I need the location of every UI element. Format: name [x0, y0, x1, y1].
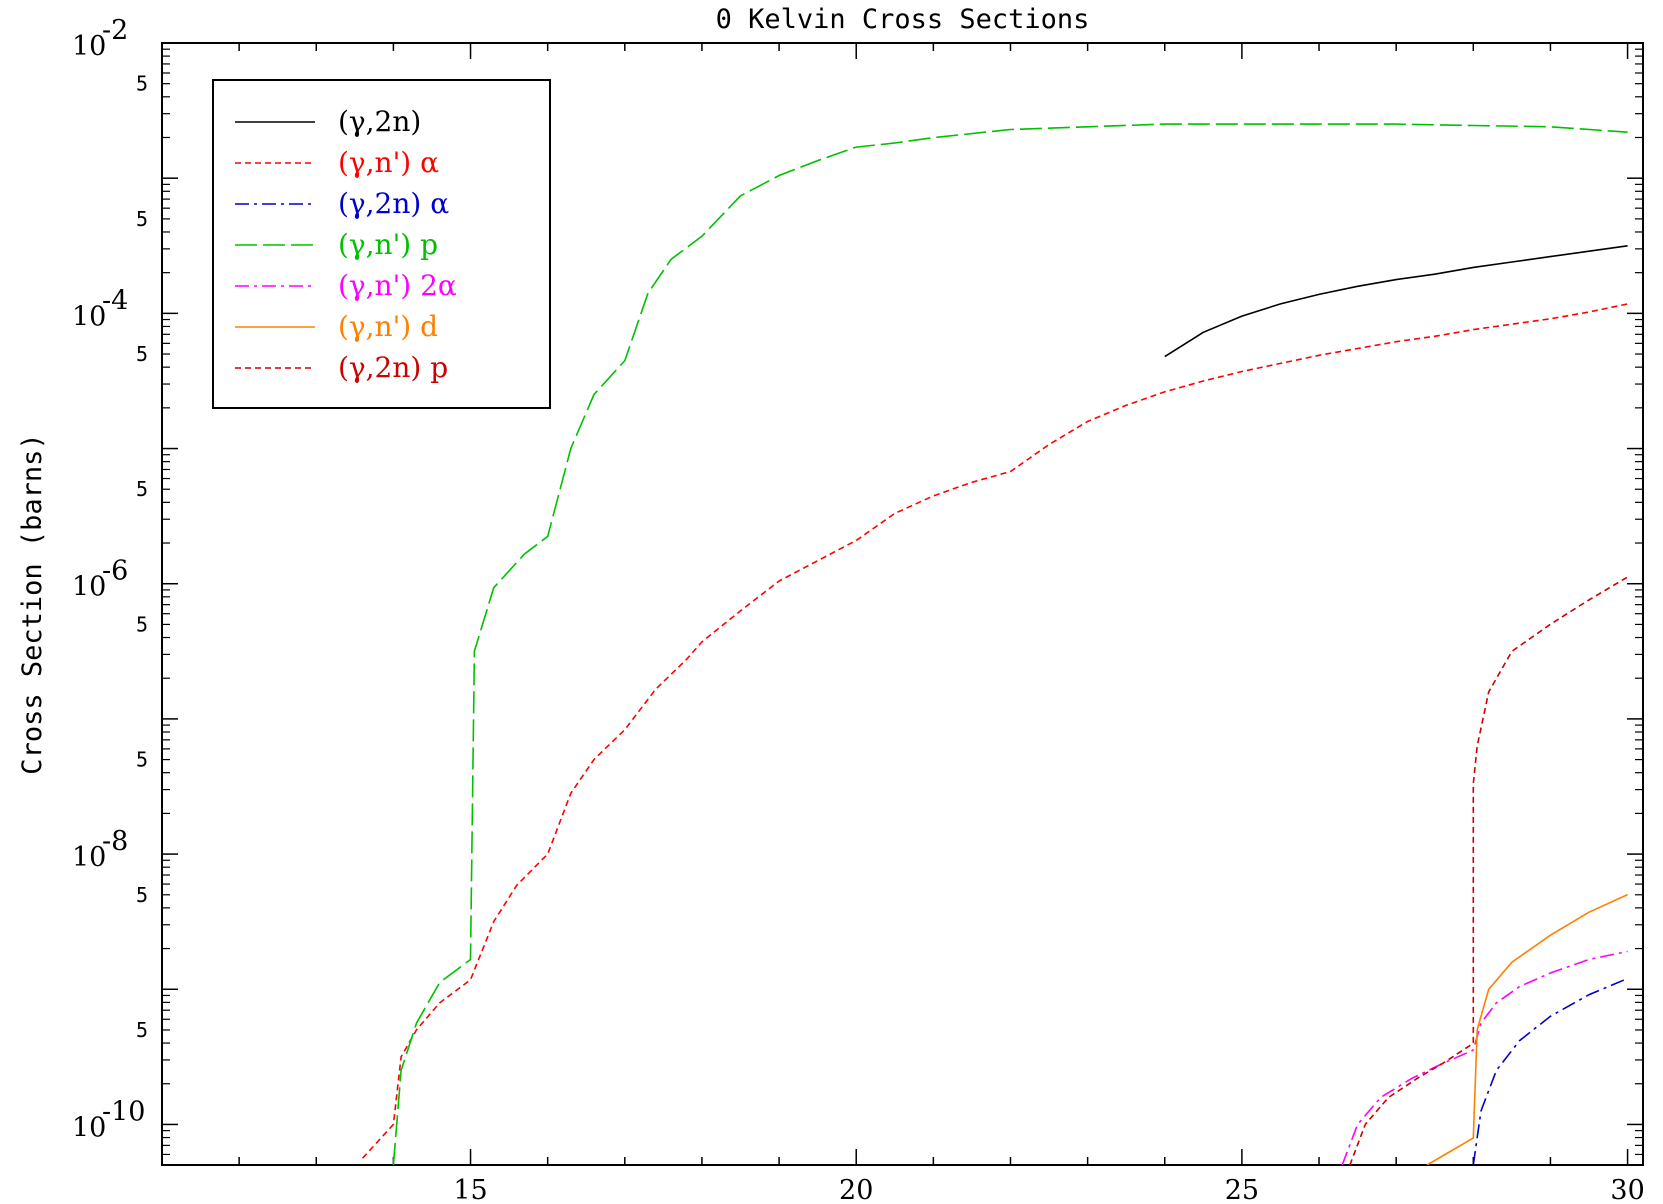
- series-group: [362, 123, 1629, 1165]
- legend-label: (γ,n') p: [338, 228, 438, 261]
- legend-box: [212, 79, 551, 409]
- svg-text:-2: -2: [102, 15, 128, 46]
- svg-text:10: 10: [72, 572, 106, 603]
- legend-label: (γ,n') d: [338, 310, 438, 343]
- svg-text:10: 10: [72, 31, 106, 62]
- svg-text:-4: -4: [102, 285, 128, 316]
- x-tick-label: 30: [1610, 1175, 1644, 1204]
- y-axis-label: Cross Section (barns): [17, 433, 48, 774]
- x-tick-label: 20: [839, 1175, 873, 1204]
- y-minor-tick-label: 5: [136, 72, 148, 96]
- legend-label: (γ,2n) p: [338, 351, 448, 384]
- svg-text:-6: -6: [102, 556, 128, 587]
- y-tick-label: 10-6: [72, 556, 128, 603]
- svg-text:10: 10: [72, 842, 106, 873]
- svg-text:-8: -8: [102, 826, 128, 857]
- svg-text:10: 10: [72, 1112, 106, 1143]
- series-line-7: [1349, 576, 1629, 1165]
- series-line-6: [1426, 893, 1628, 1165]
- legend: (γ,2n) (γ,n') α (γ,2n) α (γ,n') p (γ,n') 2α (…: [212, 79, 551, 409]
- series-line-1: [1164, 245, 1628, 358]
- series-line-2: [362, 303, 1628, 1159]
- y-minor-tick-label: 5: [136, 883, 148, 907]
- y-tick-label: 10-8: [72, 826, 128, 873]
- y-tick-label: 10-2: [72, 15, 128, 62]
- y-tick-label: 10-10: [72, 1096, 145, 1143]
- y-minor-tick-label: 5: [136, 477, 148, 501]
- series-line-4: [392, 123, 1628, 1165]
- svg-text:-10: -10: [102, 1096, 145, 1127]
- legend-label: (γ,2n): [338, 105, 421, 138]
- legend-label: (γ,n') α: [338, 146, 439, 179]
- series-line-5: [1341, 950, 1628, 1165]
- legend-label: (γ,n') 2α: [338, 269, 457, 302]
- legend-label: (γ,2n) α: [338, 187, 449, 220]
- y-minor-tick-label: 5: [136, 612, 148, 636]
- y-minor-tick-label: 5: [136, 342, 148, 366]
- y-minor-tick-label: 5: [136, 748, 148, 772]
- x-tick-label: 25: [1225, 1175, 1259, 1204]
- plot-frame: [161, 42, 1644, 1166]
- y-minor-tick-label: 5: [136, 207, 148, 231]
- svg-text:10: 10: [72, 301, 106, 332]
- y-minor-tick-label: 5: [136, 1018, 148, 1042]
- chart-title: 0 Kelvin Cross Sections: [716, 4, 1090, 35]
- x-tick-label: 15: [453, 1175, 487, 1204]
- y-tick-label: 10-4: [72, 285, 128, 332]
- series-line-3: [1472, 977, 1628, 1165]
